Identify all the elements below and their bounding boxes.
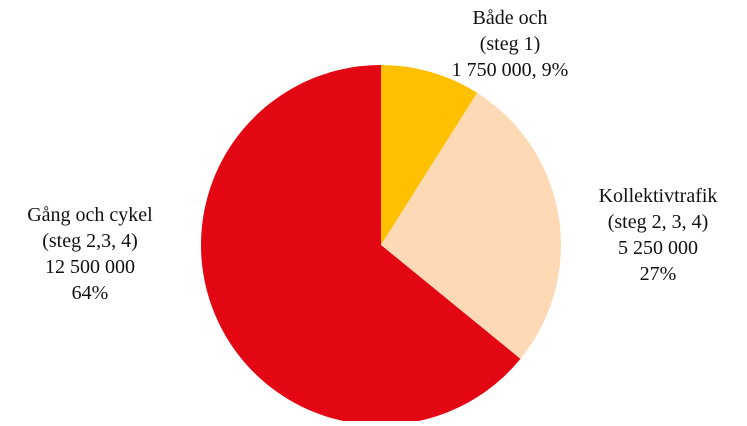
pie-slice-2 [201, 64, 521, 425]
slice-detail: (steg 2,3, 4) [42, 230, 138, 252]
slice-percent: 64% [71, 282, 109, 304]
slice-label-kollektivtrafik: Kollektivtrafik (steg 2, 3, 4) 5 250 000… [573, 183, 743, 287]
pie-slice-0 [381, 65, 478, 245]
slice-detail: (steg 1) [479, 33, 541, 55]
slice-value: 1 750 000, 9% [451, 59, 569, 81]
slice-category: Kollektivtrafik [598, 185, 718, 207]
slice-category: Gång och cykel [27, 204, 153, 226]
slice-percent: 27% [639, 263, 677, 285]
slice-value: 5 250 000 [618, 237, 698, 259]
pie-slice-1 [381, 92, 561, 359]
slice-detail: (steg 2, 3, 4) [607, 211, 709, 233]
slice-category: Både och [472, 7, 548, 29]
slice-value: 12 500 000 [45, 256, 135, 278]
slice-label-bade-och: Både och (steg 1) 1 750 000, 9% [410, 5, 610, 83]
slice-label-gang-och-cykel: Gång och cykel (steg 2,3, 4) 12 500 000 … [0, 202, 180, 306]
